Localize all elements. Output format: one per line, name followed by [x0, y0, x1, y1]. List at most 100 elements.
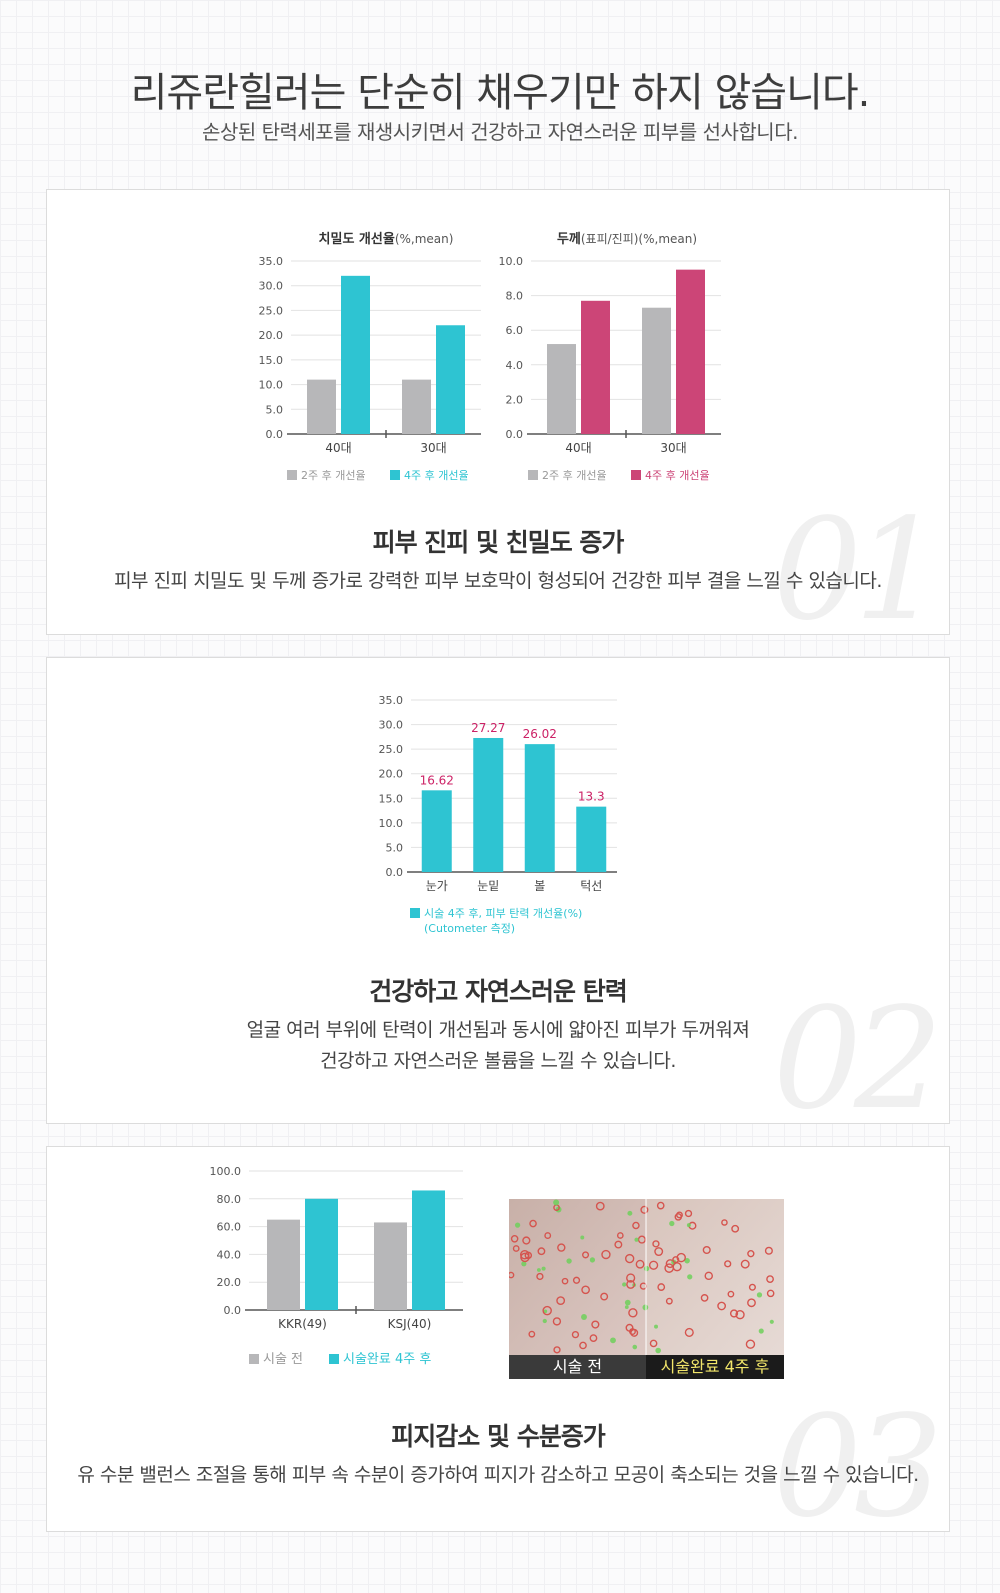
pore-marker	[557, 1243, 566, 1252]
section-number: 03	[772, 1386, 943, 1532]
y-tick-label: 80.0	[217, 1193, 242, 1206]
y-tick-label: 0.0	[224, 1304, 242, 1317]
pore-marker	[635, 1259, 645, 1269]
bar	[642, 307, 671, 434]
y-tick-label: 60.0	[217, 1221, 242, 1234]
moisture-marker	[758, 1328, 764, 1334]
pore-marker	[766, 1275, 774, 1284]
pore-marker	[665, 1297, 673, 1305]
pore-marker	[735, 1309, 745, 1320]
bar	[307, 379, 336, 434]
y-tick-label: 2.0	[506, 393, 524, 406]
pore-marker	[748, 1283, 756, 1291]
page-subtitle: 손상된 탄력세포를 재생시키면서 건강하고 자연스러운 피부를 선사합니다.	[202, 120, 798, 144]
pore-marker	[764, 1246, 773, 1255]
chart-title: 치밀도 개선율(%,mean)	[319, 231, 454, 247]
y-tick-label: 20.0	[217, 1276, 242, 1289]
y-tick-label: 20.0	[259, 329, 284, 342]
data-label: 27.27	[471, 721, 505, 735]
moisture-marker	[624, 1299, 631, 1306]
pore-marker	[626, 1279, 636, 1289]
x-tick-label: 턱선	[580, 879, 602, 893]
legend-swatch	[249, 1354, 259, 1364]
moisture-marker	[756, 1292, 763, 1298]
pore-marker	[552, 1317, 562, 1326]
section-title: 피부 진피 및 친밀도 증가	[372, 528, 625, 557]
y-tick-label: 0.0	[386, 866, 404, 879]
pore-marker	[656, 1201, 665, 1210]
y-tick-label: 30.0	[379, 719, 404, 732]
y-tick-label: 15.0	[259, 354, 284, 367]
pore-marker	[648, 1260, 659, 1270]
chart-area-1: 치밀도 개선율(%,mean) 0.0 5.0 10.0 15.0 20.0 25.0 30.…	[259, 231, 721, 482]
pore-marker	[589, 1334, 598, 1343]
moisture-marker	[514, 1222, 521, 1228]
pore-marker	[654, 1247, 664, 1257]
legend-note: (Cutometer 측정)	[424, 922, 515, 935]
data-label: 16.62	[420, 773, 454, 787]
legend-label: 2주 후 개선율	[301, 469, 366, 482]
bar	[341, 275, 370, 434]
data-label: 26.02	[523, 727, 557, 741]
y-tick-label: 10.0	[499, 255, 524, 268]
pore-marker	[727, 1290, 735, 1298]
pore-marker	[628, 1308, 638, 1318]
section-number: 02	[772, 978, 943, 1124]
pore-marker	[731, 1224, 740, 1233]
pore-marker	[561, 1277, 569, 1285]
skin-texture-image	[509, 1199, 784, 1379]
pore-marker	[729, 1309, 739, 1318]
chart-title-main: 치밀도 개선율	[319, 231, 395, 247]
pore-marker	[684, 1209, 693, 1218]
pore-marker	[700, 1294, 709, 1302]
bar	[524, 744, 555, 872]
pore-marker	[626, 1273, 636, 1283]
moisture-marker	[654, 1324, 658, 1329]
pore-marker	[510, 1235, 519, 1243]
bar	[576, 806, 607, 872]
legend-swatch	[631, 470, 641, 480]
pore-marker	[581, 1285, 590, 1295]
pore-marker	[676, 1252, 686, 1263]
pore-marker	[672, 1262, 682, 1272]
pore-marker	[625, 1253, 635, 1264]
pore-marker	[537, 1247, 546, 1256]
bar	[473, 737, 504, 872]
moisture-marker	[686, 1223, 691, 1228]
pore-marker	[721, 1219, 728, 1226]
legend-label: 4주 후 개선율	[404, 469, 469, 482]
y-tick-label: 10.0	[379, 817, 404, 830]
moisture-marker	[553, 1199, 560, 1206]
moisture-marker	[543, 1309, 548, 1314]
pore-marker	[614, 1240, 623, 1249]
moisture-marker	[687, 1274, 693, 1280]
section-title: 건강하고 자연스러운 탄력	[369, 977, 627, 1006]
y-tick-label: 35.0	[379, 694, 404, 707]
x-tick-label: 30대	[660, 441, 686, 455]
chart-area-3: 0.0 20.0 40.0 60.0 80.0 100.0 KKR(49) KSJ(40) 시술…	[210, 1165, 463, 1367]
section-desc: 피부 진피 치밀도 및 두께 증가로 강력한 피부 보호막이 형성되어 건강한 …	[47, 566, 949, 597]
pore-marker	[601, 1249, 611, 1260]
pore-marker	[616, 1232, 624, 1239]
pore-marker	[512, 1245, 520, 1252]
legend-swatch	[390, 470, 400, 480]
moisture-marker	[624, 1305, 629, 1310]
moisture-marker	[622, 1282, 627, 1287]
moisture-marker	[669, 1220, 675, 1227]
data-label: 13.3	[578, 790, 605, 804]
section-desc-line: 유 수분 밸런스 조절을 통해 피부 속 수분이 증가하여 피지가 감소하고 모…	[77, 1464, 919, 1486]
y-tick-label: 40.0	[217, 1248, 242, 1261]
legend-label: 시술 전	[263, 1352, 303, 1367]
bar	[374, 1222, 407, 1310]
pore-marker	[649, 1339, 658, 1348]
y-tick-label: 15.0	[379, 792, 404, 805]
legend-swatch	[410, 908, 420, 918]
pore-marker	[556, 1296, 566, 1306]
section-desc-line: 건강하고 자연스러운 볼륨을 느낄 수 있습니다.	[320, 1050, 676, 1072]
pore-marker	[529, 1219, 537, 1228]
section-desc: 얼굴 여러 부위에 탄력이 개선됨과 동시에 얇아진 피부가 두꺼워져 건강하고…	[47, 1015, 949, 1077]
y-tick-label: 8.0	[506, 290, 524, 303]
y-tick-label: 6.0	[506, 324, 524, 337]
x-tick-label: 30대	[420, 441, 446, 455]
pore-marker	[519, 1250, 530, 1260]
